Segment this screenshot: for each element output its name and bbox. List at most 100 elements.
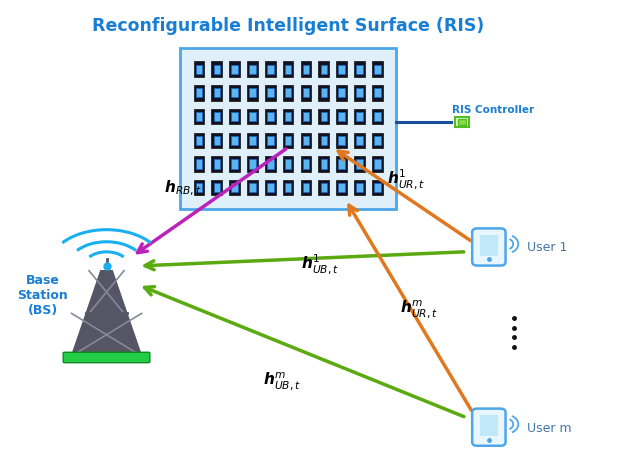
FancyBboxPatch shape: [214, 113, 220, 122]
FancyBboxPatch shape: [211, 157, 222, 172]
FancyBboxPatch shape: [319, 62, 329, 78]
FancyBboxPatch shape: [301, 109, 311, 125]
FancyBboxPatch shape: [285, 184, 291, 193]
FancyBboxPatch shape: [319, 180, 329, 196]
FancyBboxPatch shape: [285, 160, 291, 169]
FancyBboxPatch shape: [480, 416, 497, 436]
FancyBboxPatch shape: [249, 113, 255, 122]
FancyBboxPatch shape: [267, 184, 273, 193]
FancyBboxPatch shape: [374, 89, 381, 98]
FancyBboxPatch shape: [265, 157, 276, 172]
FancyBboxPatch shape: [180, 49, 396, 209]
Polygon shape: [72, 271, 141, 357]
FancyBboxPatch shape: [372, 157, 383, 172]
FancyBboxPatch shape: [196, 160, 202, 169]
FancyBboxPatch shape: [319, 157, 329, 172]
FancyBboxPatch shape: [193, 157, 204, 172]
FancyBboxPatch shape: [214, 89, 220, 98]
FancyBboxPatch shape: [303, 113, 309, 122]
FancyBboxPatch shape: [321, 137, 327, 146]
FancyBboxPatch shape: [193, 109, 204, 125]
FancyBboxPatch shape: [285, 89, 291, 98]
FancyBboxPatch shape: [193, 86, 204, 101]
FancyBboxPatch shape: [232, 184, 238, 193]
FancyBboxPatch shape: [339, 65, 345, 75]
FancyBboxPatch shape: [285, 137, 291, 146]
FancyBboxPatch shape: [211, 180, 222, 196]
FancyBboxPatch shape: [336, 86, 347, 101]
FancyBboxPatch shape: [339, 160, 345, 169]
FancyBboxPatch shape: [301, 133, 311, 149]
FancyBboxPatch shape: [232, 113, 238, 122]
FancyBboxPatch shape: [249, 89, 255, 98]
FancyBboxPatch shape: [196, 65, 202, 75]
FancyBboxPatch shape: [283, 109, 294, 125]
FancyBboxPatch shape: [232, 65, 238, 75]
Text: RIS Controller: RIS Controller: [452, 105, 534, 115]
FancyBboxPatch shape: [267, 160, 273, 169]
FancyBboxPatch shape: [303, 65, 309, 75]
FancyBboxPatch shape: [356, 113, 363, 122]
FancyBboxPatch shape: [285, 113, 291, 122]
FancyBboxPatch shape: [267, 137, 273, 146]
FancyBboxPatch shape: [301, 62, 311, 78]
FancyBboxPatch shape: [372, 133, 383, 149]
FancyBboxPatch shape: [232, 160, 238, 169]
FancyBboxPatch shape: [356, 184, 363, 193]
FancyBboxPatch shape: [265, 86, 276, 101]
FancyBboxPatch shape: [321, 89, 327, 98]
Text: $\boldsymbol{h}^{m}_{UR,t}$: $\boldsymbol{h}^{m}_{UR,t}$: [399, 298, 438, 320]
FancyBboxPatch shape: [321, 184, 327, 193]
FancyBboxPatch shape: [247, 62, 258, 78]
FancyBboxPatch shape: [283, 133, 294, 149]
FancyBboxPatch shape: [301, 180, 311, 196]
FancyBboxPatch shape: [303, 184, 309, 193]
FancyBboxPatch shape: [196, 113, 202, 122]
FancyBboxPatch shape: [354, 133, 365, 149]
FancyBboxPatch shape: [196, 184, 202, 193]
FancyBboxPatch shape: [283, 86, 294, 101]
FancyBboxPatch shape: [354, 157, 365, 172]
FancyBboxPatch shape: [229, 86, 240, 101]
FancyBboxPatch shape: [247, 133, 258, 149]
FancyBboxPatch shape: [193, 62, 204, 78]
FancyBboxPatch shape: [303, 89, 309, 98]
FancyBboxPatch shape: [229, 157, 240, 172]
FancyBboxPatch shape: [249, 65, 255, 75]
FancyBboxPatch shape: [211, 109, 222, 125]
FancyBboxPatch shape: [193, 180, 204, 196]
FancyBboxPatch shape: [249, 137, 255, 146]
FancyBboxPatch shape: [211, 133, 222, 149]
FancyBboxPatch shape: [354, 180, 365, 196]
FancyBboxPatch shape: [374, 65, 381, 75]
FancyBboxPatch shape: [193, 133, 204, 149]
FancyBboxPatch shape: [196, 137, 202, 146]
FancyBboxPatch shape: [214, 160, 220, 169]
FancyBboxPatch shape: [321, 113, 327, 122]
FancyBboxPatch shape: [232, 137, 238, 146]
FancyBboxPatch shape: [283, 62, 294, 78]
FancyBboxPatch shape: [214, 184, 220, 193]
FancyBboxPatch shape: [339, 89, 345, 98]
FancyBboxPatch shape: [249, 160, 255, 169]
FancyBboxPatch shape: [265, 62, 276, 78]
Text: Reconfigurable Intelligent Surface (RIS): Reconfigurable Intelligent Surface (RIS): [92, 17, 484, 35]
FancyBboxPatch shape: [247, 109, 258, 125]
FancyBboxPatch shape: [214, 137, 220, 146]
FancyBboxPatch shape: [196, 89, 202, 98]
FancyBboxPatch shape: [336, 133, 347, 149]
FancyBboxPatch shape: [372, 62, 383, 78]
FancyBboxPatch shape: [339, 113, 345, 122]
FancyBboxPatch shape: [303, 137, 309, 146]
Text: User 1: User 1: [527, 241, 568, 254]
FancyBboxPatch shape: [229, 109, 240, 125]
FancyBboxPatch shape: [374, 113, 381, 122]
FancyBboxPatch shape: [455, 118, 469, 128]
FancyBboxPatch shape: [356, 65, 363, 75]
FancyBboxPatch shape: [319, 86, 329, 101]
FancyBboxPatch shape: [336, 157, 347, 172]
FancyBboxPatch shape: [63, 353, 150, 363]
FancyBboxPatch shape: [229, 62, 240, 78]
FancyBboxPatch shape: [480, 236, 497, 256]
FancyBboxPatch shape: [211, 86, 222, 101]
